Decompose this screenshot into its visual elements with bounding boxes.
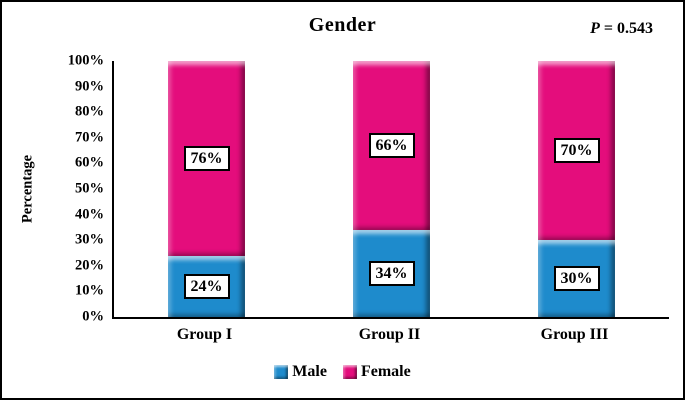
segment-male-group-iii: 30% bbox=[538, 240, 615, 317]
legend-item-female: Female bbox=[342, 363, 411, 381]
y-tick-label-30: 30% bbox=[75, 231, 104, 248]
data-label-female-group-i: 76% bbox=[183, 145, 230, 171]
y-tick-label-60: 60% bbox=[75, 154, 104, 171]
legend-item-male: Male bbox=[274, 363, 327, 381]
p-value-text: = 0.543 bbox=[603, 20, 653, 37]
chart-title: Gender bbox=[308, 14, 377, 36]
legend-label-female: Female bbox=[360, 363, 411, 380]
y-axis-ticks: 100% 90% 80% 70% 60% 50% 40% 30% 20% 10% 0% bbox=[2, 53, 104, 325]
legend-swatch-male-icon bbox=[274, 365, 289, 379]
bar-group-ii: 66% 34% bbox=[353, 61, 430, 317]
y-tick-label-100: 100% bbox=[67, 52, 104, 69]
x-axis-labels: Group I Group II Group III bbox=[112, 326, 667, 344]
y-tick-label-70: 70% bbox=[75, 129, 104, 146]
y-tick-label-90: 90% bbox=[75, 78, 104, 95]
data-label-male-group-i: 24% bbox=[183, 273, 230, 299]
data-label-male-group-ii: 34% bbox=[368, 260, 415, 286]
p-value-symbol: P bbox=[590, 20, 600, 37]
x-label-group-i: Group I bbox=[176, 326, 233, 343]
y-tick-label-80: 80% bbox=[75, 103, 104, 120]
y-tick-label-0: 0% bbox=[82, 308, 104, 325]
plot-area: 76% 24% 66% 34% 70% 30% bbox=[112, 61, 669, 319]
x-label-group-ii: Group II bbox=[358, 326, 421, 343]
y-tick-label-20: 20% bbox=[75, 257, 104, 274]
segment-female-group-iii: 70% bbox=[538, 61, 615, 241]
segment-female-group-ii: 66% bbox=[353, 61, 430, 230]
data-label-female-group-iii: 70% bbox=[553, 138, 600, 164]
segment-female-group-i: 76% bbox=[168, 61, 245, 256]
legend-label-male: Male bbox=[292, 363, 327, 380]
data-label-male-group-iii: 30% bbox=[553, 266, 600, 292]
data-label-female-group-ii: 66% bbox=[368, 132, 415, 158]
x-label-group-iii: Group III bbox=[540, 326, 609, 343]
segment-male-group-i: 24% bbox=[168, 255, 245, 317]
y-tick-label-50: 50% bbox=[75, 180, 104, 197]
p-value-annotation: P = 0.543 bbox=[590, 20, 653, 38]
legend-swatch-female-icon bbox=[342, 365, 357, 379]
bar-group-iii: 70% 30% bbox=[538, 61, 615, 317]
segment-male-group-ii: 34% bbox=[353, 229, 430, 317]
y-tick-label-40: 40% bbox=[75, 206, 104, 223]
y-tick-label-10: 10% bbox=[75, 282, 104, 299]
bar-group-i: 76% 24% bbox=[168, 61, 245, 317]
legend: Male Female bbox=[2, 363, 683, 381]
bars-row: 76% 24% 66% 34% 70% 30% bbox=[114, 61, 669, 317]
